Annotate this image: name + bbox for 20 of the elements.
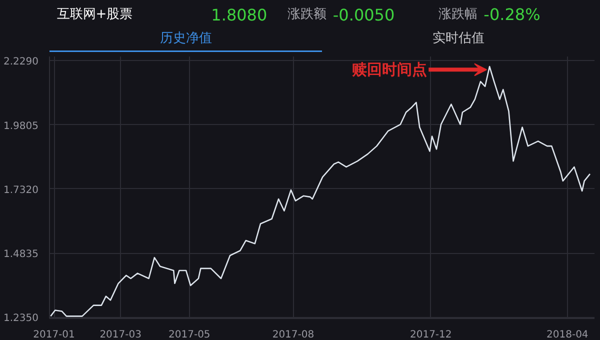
text: 实时估值 (432, 31, 484, 46)
y-tick-label: 1.7320 (4, 184, 39, 196)
x-tick-label: 2017-12 (410, 330, 452, 340)
x-tick-label: 2018-04 (546, 330, 588, 340)
x-tick-label: 2017-03 (100, 330, 142, 340)
text: -0.28% (484, 5, 540, 24)
x-tick-label: 2017-05 (168, 330, 210, 340)
annotation: 赎回时间点 (351, 60, 428, 79)
y-tick-label: 1.4835 (4, 249, 39, 260)
y-tick-label: 1.9805 (4, 120, 39, 132)
text: -0.0050 (332, 6, 395, 24)
x-tick-label: 2017-01 (33, 330, 75, 340)
chart-title: 互联网+股票 (56, 7, 133, 22)
text: 历史净值 (160, 31, 212, 46)
y-tick-label: 2.2290 (4, 56, 39, 68)
text: 涨跌幅 (438, 7, 478, 22)
text: 1.8080 (211, 6, 268, 24)
text: 涨跌额 (287, 7, 326, 22)
y-tick-label: 1.2350 (4, 313, 39, 324)
x-tick-label: 2017-08 (272, 330, 314, 340)
